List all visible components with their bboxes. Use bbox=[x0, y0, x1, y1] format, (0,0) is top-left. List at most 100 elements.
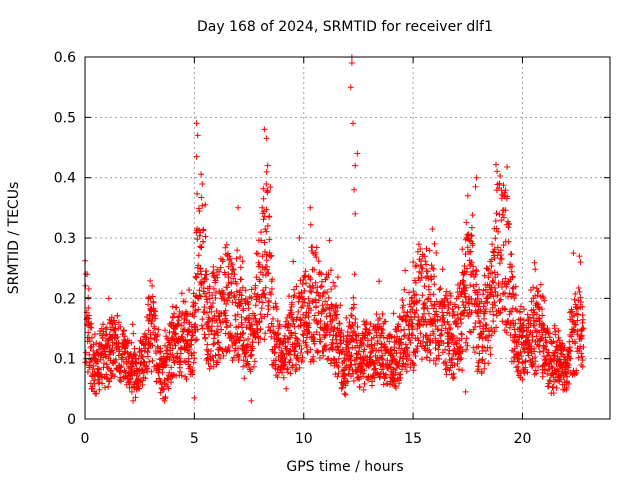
data-point bbox=[307, 346, 314, 353]
data-point bbox=[248, 286, 255, 293]
data-point bbox=[407, 339, 414, 346]
data-point bbox=[342, 391, 349, 398]
data-point bbox=[464, 192, 471, 199]
data-point bbox=[499, 192, 506, 199]
data-point bbox=[479, 356, 486, 363]
data-point bbox=[93, 340, 100, 346]
data-point bbox=[124, 340, 131, 347]
data-point bbox=[342, 372, 349, 378]
data-point bbox=[401, 286, 408, 293]
data-point bbox=[270, 315, 276, 322]
data-point bbox=[546, 334, 553, 341]
data-point bbox=[531, 371, 538, 378]
data-point bbox=[311, 266, 318, 273]
y-tick-label: 0.4 bbox=[54, 171, 76, 187]
data-point bbox=[505, 238, 512, 245]
data-point bbox=[128, 339, 135, 346]
data-point bbox=[225, 250, 231, 257]
data-point bbox=[281, 365, 287, 372]
data-point bbox=[412, 353, 419, 359]
data-point bbox=[96, 366, 103, 373]
data-point bbox=[343, 314, 350, 321]
data-point bbox=[257, 335, 264, 342]
data-point bbox=[154, 331, 161, 338]
data-point bbox=[156, 375, 163, 382]
data-point bbox=[561, 344, 568, 351]
data-point bbox=[350, 294, 357, 301]
data-point bbox=[425, 283, 432, 290]
data-point bbox=[506, 221, 513, 228]
data-point bbox=[535, 304, 542, 311]
data-point bbox=[395, 323, 402, 330]
data-point bbox=[196, 232, 203, 239]
data-point bbox=[85, 294, 92, 301]
data-point bbox=[427, 298, 434, 305]
data-point bbox=[317, 318, 324, 324]
data-point bbox=[489, 289, 495, 296]
data-point bbox=[409, 324, 416, 330]
data-point bbox=[462, 304, 469, 311]
data-point bbox=[429, 328, 436, 335]
data-point bbox=[442, 346, 449, 353]
data-point bbox=[517, 316, 524, 323]
data-point bbox=[336, 320, 343, 327]
data-point bbox=[236, 337, 243, 344]
data-point bbox=[207, 303, 214, 310]
data-point bbox=[398, 327, 404, 334]
data-point bbox=[361, 346, 368, 353]
data-point bbox=[281, 354, 288, 361]
data-point bbox=[324, 289, 331, 295]
data-point bbox=[512, 320, 519, 327]
data-point bbox=[345, 345, 352, 352]
data-point bbox=[147, 277, 154, 284]
data-point bbox=[376, 315, 383, 322]
data-point bbox=[186, 327, 193, 334]
data-point bbox=[352, 316, 359, 322]
data-point bbox=[301, 287, 308, 294]
data-point bbox=[231, 271, 238, 278]
data-point bbox=[118, 363, 125, 370]
data-point bbox=[497, 296, 504, 303]
data-point bbox=[222, 244, 229, 251]
data-point bbox=[402, 267, 409, 274]
data-point bbox=[461, 282, 468, 288]
data-point bbox=[463, 269, 470, 275]
data-point bbox=[384, 335, 391, 342]
data-point bbox=[493, 210, 500, 217]
data-point bbox=[241, 375, 248, 382]
data-point bbox=[510, 290, 517, 297]
data-point bbox=[524, 369, 531, 376]
data-point bbox=[426, 346, 433, 353]
data-point bbox=[339, 346, 346, 353]
data-point bbox=[368, 348, 375, 355]
data-point bbox=[490, 311, 497, 318]
data-point bbox=[525, 352, 532, 359]
data-point bbox=[480, 287, 487, 294]
data-point bbox=[498, 256, 505, 263]
data-point bbox=[220, 289, 227, 296]
data-point bbox=[432, 345, 439, 352]
data-point bbox=[255, 339, 262, 346]
data-point bbox=[413, 307, 420, 314]
data-point bbox=[224, 284, 231, 291]
data-point bbox=[509, 273, 516, 280]
data-point bbox=[178, 322, 185, 329]
data-point bbox=[89, 334, 95, 341]
data-point bbox=[395, 362, 402, 369]
data-point bbox=[178, 344, 184, 351]
data-point bbox=[476, 286, 483, 293]
data-point bbox=[199, 181, 206, 187]
data-point bbox=[288, 299, 295, 306]
data-point bbox=[315, 309, 322, 316]
data-point bbox=[452, 303, 459, 310]
data-point bbox=[436, 286, 443, 293]
data-point bbox=[85, 286, 92, 292]
data-point bbox=[279, 369, 286, 376]
data-point bbox=[469, 242, 476, 249]
data-point bbox=[152, 312, 159, 319]
data-point bbox=[313, 329, 320, 335]
data-point bbox=[570, 326, 577, 333]
data-point bbox=[235, 204, 242, 211]
data-points bbox=[82, 54, 587, 404]
data-point bbox=[287, 357, 294, 363]
